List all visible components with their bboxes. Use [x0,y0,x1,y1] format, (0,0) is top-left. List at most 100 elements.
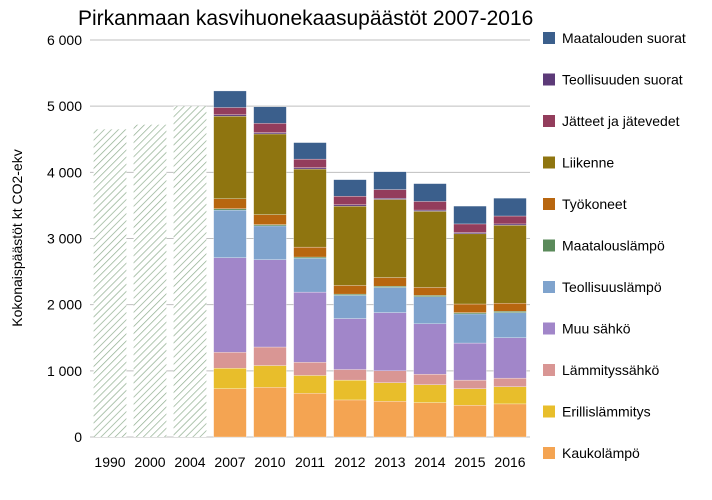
bar-segment [253,365,287,388]
bar-segment [213,388,247,438]
bar-segment [453,205,487,225]
legend-label: Maatalouslämpö [562,238,665,254]
y-tick-label: 0 [74,429,82,445]
x-tick-label: 2004 [174,454,205,470]
bar-segment [253,214,287,225]
legend-swatch [543,156,555,169]
bar-segment [493,215,527,225]
bar-segment [333,196,367,205]
y-tick-label: 6 000 [47,32,82,48]
legend-label: Liikenne [562,155,614,171]
bar-segment [333,318,367,370]
bar-segment [373,287,407,313]
legend-swatch [543,364,555,376]
chart-title: Pirkanmaan kasvihuonekaasupäästöt 2007-2… [78,7,533,30]
bar-segment [293,158,327,168]
y-axis-ticks: 0 1 000 2 000 3 000 4 000 5 000 6 000 [47,32,82,445]
bar-segment [253,123,287,133]
bar-segment [293,246,327,258]
bar-segment [413,287,447,296]
bar-segment [493,403,527,438]
x-tick-label: 2014 [414,454,445,470]
bar-segment [373,189,407,199]
legend-swatch [543,281,555,293]
hatched-total-bar [93,129,127,437]
bar-segment [373,312,407,371]
bar-segment [333,293,367,296]
bar-segment [213,208,247,211]
bar-segment [333,179,367,197]
x-tick-label: 2012 [334,454,365,470]
bar-segment [293,375,327,394]
legend-label: Teollisuuslämpö [562,279,662,295]
bar-segment [213,198,247,209]
bar-segment [493,386,527,405]
bar-segment [253,387,287,438]
bar-segment [413,295,447,297]
bar-segment [213,114,247,117]
bar-segment [293,256,327,259]
bar-segment [493,377,527,387]
legend-label: Teollisuuden suorat [562,72,683,88]
legend-swatch [543,73,555,86]
legend-label: Lämmityssähkö [562,362,659,378]
bar-segment [293,393,327,438]
bar-segment [253,224,287,227]
bar-segment [453,312,487,315]
bar-segment [453,303,487,313]
legend-label: Jätteet ja jätevedet [562,113,680,129]
bar-segment [213,107,247,115]
bar-segment [413,373,447,385]
bar-segment [373,171,407,190]
bar-segment [213,257,247,353]
x-axis-ticks: 1990 2000 2004 2007 2010 2011 2012 2013 2014 2015… [94,454,525,470]
bar-segment [253,133,287,215]
bar-segment [413,201,447,211]
y-tick-label: 1 000 [47,363,82,379]
x-tick-label: 2000 [134,454,165,470]
bar-segment [373,370,407,383]
bar-segment [493,311,527,313]
bar-segment [213,209,247,258]
y-tick-label: 5 000 [47,98,82,114]
bar-segment [413,402,447,438]
bar-segment [493,197,527,217]
x-tick-label: 2013 [374,454,405,470]
bar-segment [493,312,527,338]
bar-segment [453,388,487,406]
x-tick-label: 2010 [254,454,285,470]
legend-label: Maatalouden suorat [562,30,686,46]
bar-segment [253,106,287,124]
y-axis-label: Kokonaispäästöt kt CO2-ekv [9,149,25,326]
bar-segment [293,291,327,363]
legend-label: Työkoneet [562,196,627,212]
bar-segment [293,362,327,376]
bar-segment [373,199,407,278]
bar-segment [333,204,367,207]
bar-segment [373,277,407,287]
bar-segment [453,405,487,438]
bar-segment [493,225,527,304]
bar-segment [373,197,407,200]
legend-swatch [543,447,555,459]
x-tick-label: 2011 [295,454,325,470]
legend-label: Kaukolämpö [562,445,640,461]
bar-segment [413,211,447,288]
bar-segment [293,142,327,160]
legend-swatch [543,405,555,418]
bar-segment [493,337,527,379]
bar-segment [453,379,487,389]
legend: Maatalouden suorat Teollisuuden suorat Jät… [543,30,686,461]
bar-segment [413,384,447,403]
legend-label: Muu sähkö [562,321,631,337]
bar-segment [453,223,487,233]
x-tick-label: 1990 [94,454,125,470]
bar-segment [333,295,367,319]
x-tick-label: 2007 [214,454,245,470]
bar-segment [213,368,247,389]
bar-segment [453,233,487,305]
bar-segment [453,313,487,344]
bar-segment [213,115,247,199]
